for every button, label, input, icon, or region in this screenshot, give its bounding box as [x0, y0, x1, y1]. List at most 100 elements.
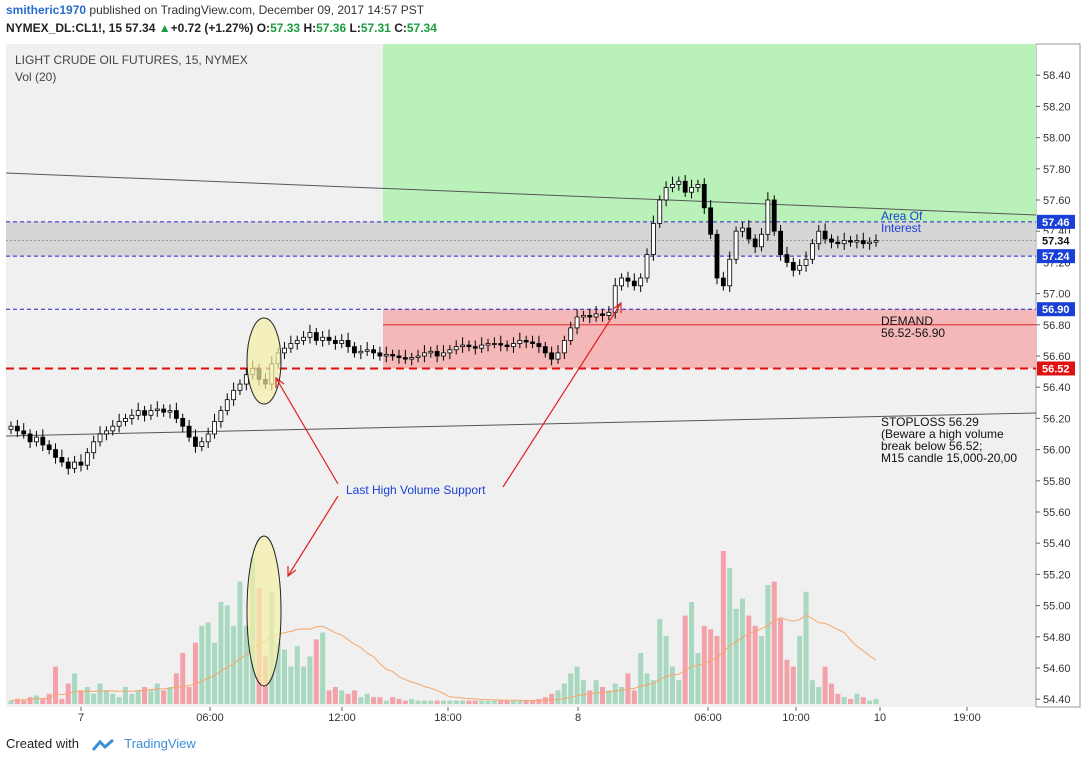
- candle-body: [657, 199, 663, 224]
- x-tick-label: 18:00: [434, 712, 462, 724]
- volume-bar: [345, 693, 351, 704]
- candle-body: [320, 336, 326, 341]
- y-tick-label: 55.00: [1043, 601, 1071, 613]
- candle-body: [460, 344, 465, 348]
- price-axis[interactable]: [1035, 43, 1081, 708]
- volume-bar: [218, 602, 224, 704]
- candle-body: [523, 339, 529, 343]
- volume-bar: [644, 673, 650, 704]
- support-highlight-price: [246, 317, 282, 405]
- candle-body: [396, 355, 402, 358]
- volume-bar: [103, 690, 109, 704]
- volume-bar: [574, 666, 580, 704]
- volume-bar: [224, 605, 230, 704]
- volume-bar: [530, 700, 536, 704]
- volume-bar: [816, 687, 822, 704]
- upper-trendline: [5, 172, 1037, 216]
- candle-body: [218, 410, 224, 422]
- volume-bar: [180, 653, 186, 704]
- candle-body: [822, 230, 828, 240]
- candle-body: [542, 346, 548, 354]
- up-arrow-icon: ▲: [158, 21, 171, 35]
- candle-body: [790, 261, 796, 271]
- arrow-head-price: [275, 376, 285, 388]
- volume-bar: [313, 639, 319, 704]
- candle-body: [765, 199, 771, 235]
- candle-body: [485, 343, 491, 346]
- volume-bar: [612, 683, 618, 704]
- candle-body: [332, 339, 338, 344]
- y-tick-label: 56.00: [1043, 445, 1071, 457]
- volume-bar: [148, 690, 154, 704]
- candle-body: [803, 258, 809, 266]
- candle-body: [644, 254, 650, 279]
- volume-bar: [205, 622, 211, 704]
- candle-body: [14, 425, 20, 432]
- candle-body: [491, 343, 497, 345]
- high-label: H:: [303, 21, 317, 35]
- volume-bar: [809, 680, 815, 704]
- volume-bar: [84, 687, 90, 704]
- candle-body: [854, 240, 860, 243]
- y-tick-label: 55.80: [1043, 476, 1071, 488]
- volume-bar: [186, 687, 192, 704]
- stoploss-label-4: M15 candle 15,000-20,00: [881, 451, 1017, 465]
- supply-zone: [383, 44, 1036, 222]
- volume-bar: [421, 700, 427, 704]
- x-tick-label: 7: [78, 712, 84, 724]
- y-tick-label: 54.60: [1043, 663, 1071, 675]
- volume-bar: [466, 700, 472, 704]
- candle-body: [212, 421, 217, 435]
- candle-body: [326, 336, 332, 341]
- volume-bar: [828, 683, 834, 704]
- candle-body: [581, 315, 586, 318]
- volume-bar: [472, 700, 478, 704]
- candle-body: [142, 410, 147, 416]
- author-link[interactable]: smitheric1970: [6, 3, 87, 17]
- close-label: C:: [394, 21, 407, 35]
- symbol-label[interactable]: NYMEX_DL:CL1!, 15: [6, 21, 123, 35]
- candle-body: [135, 410, 141, 416]
- volume-bar: [854, 693, 860, 704]
- candle-body: [498, 343, 504, 346]
- candle-body: [517, 339, 523, 344]
- arrow-to-volume-highlight: [287, 495, 339, 577]
- volume-bar: [40, 698, 46, 704]
- volume-bar: [301, 666, 307, 704]
- published-text: published on TradingView.com, December 0…: [89, 3, 425, 17]
- candle-body: [816, 230, 822, 245]
- candle-body: [383, 354, 389, 357]
- candle-body: [199, 441, 205, 447]
- open-value: 57.33: [270, 21, 301, 35]
- price-tag-label-upper: 57.46: [1042, 217, 1070, 229]
- volume-bar: [663, 636, 669, 704]
- price-chart[interactable]: Last High Volume Support LIGHT CRUDE OIL…: [0, 0, 1082, 735]
- volume-bar: [790, 666, 796, 704]
- candle-body: [670, 183, 675, 188]
- y-tick-label: 57.80: [1043, 164, 1071, 176]
- tradingview-link[interactable]: TradingView: [124, 736, 196, 751]
- candle-body: [867, 241, 873, 245]
- candle-body: [91, 441, 97, 454]
- candle-body: [377, 352, 383, 357]
- arrow-to-price-highlight: [275, 377, 339, 485]
- volume-bar: [14, 698, 20, 704]
- time-axis[interactable]: [6, 707, 1036, 725]
- candle-body: [46, 444, 52, 451]
- volume-bar: [358, 697, 364, 704]
- candle-body: [740, 227, 745, 232]
- volume-bar: [759, 636, 765, 704]
- candle-body: [841, 240, 847, 245]
- candle-body: [123, 417, 128, 422]
- candle-body: [453, 346, 459, 351]
- candle-body: [205, 433, 211, 443]
- volume-bar: [46, 693, 52, 704]
- volume-bar: [390, 697, 396, 704]
- candle-body: [231, 389, 237, 401]
- y-tick-label: 56.60: [1043, 351, 1071, 363]
- candle-body: [161, 408, 167, 413]
- volume-bar: [479, 700, 485, 704]
- candle-body: [733, 230, 739, 260]
- volume-bar: [288, 666, 294, 704]
- candle-body: [650, 222, 656, 255]
